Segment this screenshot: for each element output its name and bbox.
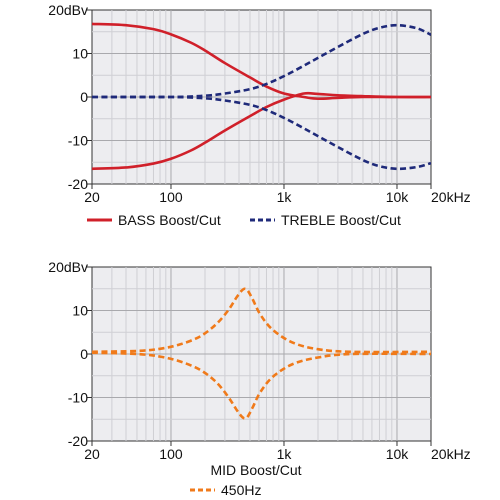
y-tick-label: -10	[68, 133, 88, 149]
legend: BASS Boost/Cut TREBLE Boost/Cut	[87, 212, 401, 228]
series-line	[92, 351, 431, 420]
y-tick-label: 20dBv	[48, 2, 88, 18]
series-group	[92, 287, 431, 420]
series-group	[92, 22, 431, 171]
series-line	[92, 95, 431, 171]
legend-label-treble: TREBLE Boost/Cut	[281, 212, 401, 228]
x-tick-label: 100	[159, 189, 183, 205]
series-line	[92, 91, 431, 171]
x-tick-label: 10k	[386, 446, 410, 462]
y-tick-label: 0	[80, 89, 88, 105]
x-tick-label: 20kHz	[431, 446, 471, 462]
y-tick-label: -10	[68, 390, 88, 406]
x-tick-label: 20	[84, 446, 100, 462]
legend: MID Boost/Cut 450Hz	[190, 462, 302, 498]
x-tick-label: 20kHz	[431, 189, 471, 205]
x-tick-label: 100	[159, 446, 183, 462]
y-tick-label: -20	[68, 433, 88, 449]
series-line	[92, 287, 431, 354]
x-tick-label: 10k	[386, 189, 410, 205]
y-tick-label: -20	[68, 176, 88, 192]
legend-label-bass: BASS Boost/Cut	[118, 212, 221, 228]
legend-title-mid: MID Boost/Cut	[210, 462, 301, 478]
y-tick-label: 20dBv	[48, 259, 88, 275]
x-tick-label: 1k	[277, 446, 293, 462]
series-line	[92, 22, 431, 101]
x-tick-label: 20	[84, 189, 100, 205]
series-line	[92, 23, 431, 99]
x-tick-label: 1k	[277, 189, 293, 205]
legend-label-450hz: 450Hz	[221, 482, 261, 498]
y-tick-label: 10	[72, 303, 88, 319]
y-tick-label: 0	[80, 346, 88, 362]
y-tick-label: 10	[72, 46, 88, 62]
